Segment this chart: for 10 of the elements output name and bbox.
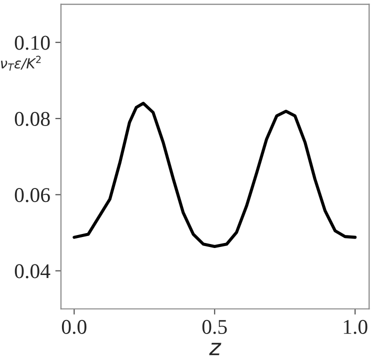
y-tick-label: 0.06	[14, 188, 50, 202]
x-tick-label: 1.0	[344, 320, 368, 334]
x-tick-label: 0.5	[202, 320, 227, 334]
line-series	[72, 102, 357, 248]
y-tick-label: 0.10	[14, 36, 50, 50]
y-axis-title: ν$_{T}$ε/K$^{2}$	[1, 56, 41, 71]
y-tick-label: 0.08	[14, 112, 50, 126]
y-tick-label: 0.04	[14, 264, 50, 278]
x-tick-label: 0.0	[62, 320, 86, 334]
x-axis-title: z	[209, 342, 222, 356]
